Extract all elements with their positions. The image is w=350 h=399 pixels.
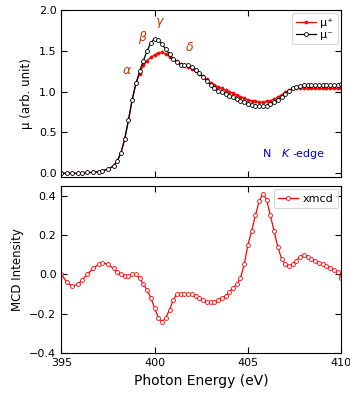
Text: γ: γ bbox=[155, 15, 162, 28]
μ⁻ bbox=[59, 171, 63, 176]
xmcd bbox=[111, 266, 116, 271]
μ⁻ bbox=[111, 164, 116, 168]
Text: β: β bbox=[138, 31, 146, 44]
μ⁻ bbox=[339, 82, 343, 87]
μ⁺ bbox=[339, 86, 343, 91]
Y-axis label: MCD Intensity: MCD Intensity bbox=[11, 228, 24, 311]
μ⁻ bbox=[227, 93, 231, 98]
xmcd bbox=[324, 264, 328, 269]
xmcd bbox=[246, 243, 250, 247]
μ⁻ bbox=[167, 52, 172, 57]
xmcd bbox=[261, 191, 265, 196]
Line: μ⁻: μ⁻ bbox=[59, 37, 343, 175]
xmcd bbox=[160, 319, 164, 324]
xmcd bbox=[257, 199, 261, 204]
Text: K: K bbox=[281, 149, 289, 159]
xmcd bbox=[339, 276, 343, 280]
μ⁺ bbox=[167, 54, 172, 59]
Text: -edge: -edge bbox=[293, 149, 325, 159]
μ⁺ bbox=[227, 89, 231, 94]
Legend: μ⁺, μ⁻: μ⁺, μ⁻ bbox=[292, 13, 338, 44]
μ⁺ bbox=[160, 50, 164, 55]
Text: α: α bbox=[122, 64, 131, 77]
μ⁻ bbox=[257, 104, 261, 109]
xmcd bbox=[59, 272, 63, 277]
μ⁺ bbox=[257, 100, 261, 105]
Text: δ: δ bbox=[186, 41, 194, 54]
Y-axis label: μ (arb. unit): μ (arb. unit) bbox=[20, 58, 33, 129]
μ⁺ bbox=[111, 164, 116, 168]
μ⁺ bbox=[246, 97, 250, 102]
μ⁻ bbox=[153, 36, 157, 41]
μ⁻ bbox=[246, 101, 250, 106]
xmcd bbox=[167, 307, 172, 312]
xmcd bbox=[227, 290, 231, 294]
μ⁺ bbox=[59, 171, 63, 176]
Line: xmcd: xmcd bbox=[59, 192, 343, 324]
Text: N: N bbox=[263, 149, 275, 159]
μ⁺ bbox=[138, 71, 142, 76]
Legend: xmcd: xmcd bbox=[274, 189, 338, 208]
X-axis label: Photon Energy (eV): Photon Energy (eV) bbox=[134, 373, 268, 387]
Line: μ⁺: μ⁺ bbox=[60, 51, 343, 175]
μ⁻ bbox=[138, 69, 142, 73]
